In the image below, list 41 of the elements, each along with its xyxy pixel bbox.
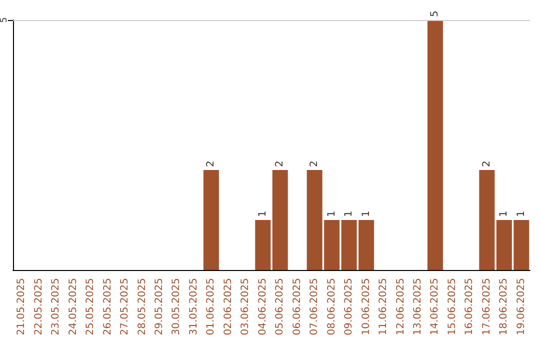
x-tick-label: 05.06.2025 bbox=[274, 278, 286, 336]
data-label: 5 bbox=[430, 10, 441, 17]
x-tick-label: 25.05.2025 bbox=[85, 278, 96, 336]
x-tick-label: 18.06.2025 bbox=[498, 278, 510, 336]
x-tick-label: 02.06.2025 bbox=[222, 278, 234, 336]
x-tick-label: 08.06.2025 bbox=[326, 278, 338, 336]
x-tick-label: 22.05.2025 bbox=[33, 278, 44, 336]
x-tick-label: 28.05.2025 bbox=[136, 278, 148, 336]
data-label: 1 bbox=[360, 210, 372, 217]
x-tick-label: 24.05.2025 bbox=[68, 278, 79, 336]
x-tick-label: 11.06.2025 bbox=[378, 278, 390, 336]
data-label: 1 bbox=[516, 210, 527, 217]
data-label: 2 bbox=[481, 160, 492, 167]
x-tick-label: 03.06.2025 bbox=[240, 278, 252, 336]
x-tick-label: 17.06.2025 bbox=[481, 278, 492, 336]
x-tick-label: 12.06.2025 bbox=[395, 278, 406, 336]
x-tick-label: 10.06.2025 bbox=[360, 278, 372, 336]
data-label: 2 bbox=[274, 160, 286, 167]
x-tick-label: 07.06.2025 bbox=[309, 278, 320, 336]
data-label: 2 bbox=[206, 160, 217, 167]
x-tick-label: 16.06.2025 bbox=[464, 278, 476, 336]
x-tick-label: 21.05.2025 bbox=[16, 278, 28, 336]
x-tick-label: 31.05.2025 bbox=[188, 278, 200, 336]
x-tick-label: 13.06.2025 bbox=[412, 278, 424, 336]
data-label: 1 bbox=[344, 210, 355, 217]
x-tick-label: 15.06.2025 bbox=[446, 278, 458, 336]
x-tick-label: 14.06.2025 bbox=[430, 278, 441, 336]
x-tick-label: 23.05.2025 bbox=[50, 278, 62, 336]
x-tick-label: 06.06.2025 bbox=[292, 278, 303, 336]
x-tick-label: 19.06.2025 bbox=[516, 278, 527, 336]
data-label: 2 bbox=[309, 160, 320, 167]
x-tick-label: 30.05.2025 bbox=[171, 278, 182, 336]
x-tick-label: 04.06.2025 bbox=[257, 278, 268, 336]
x-tick-label: 09.06.2025 bbox=[344, 278, 355, 336]
data-label: 1 bbox=[498, 210, 510, 217]
data-label: 1 bbox=[326, 210, 338, 217]
data-label: 1 bbox=[257, 210, 268, 217]
x-tick-label: 29.05.2025 bbox=[154, 278, 165, 336]
x-tick-label: 01.06.2025 bbox=[206, 278, 217, 336]
x-tick-label: 26.05.2025 bbox=[102, 278, 114, 336]
x-tick-label: 27.05.2025 bbox=[120, 278, 131, 336]
